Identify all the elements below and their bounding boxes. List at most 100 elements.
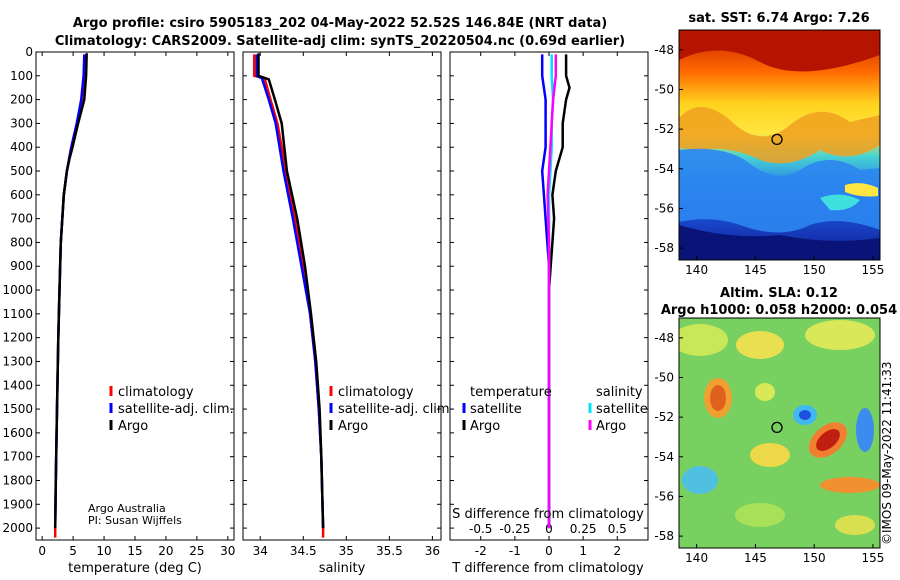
sla-blob bbox=[710, 385, 726, 411]
sst-field bbox=[679, 30, 880, 260]
y-tick-label: 1200 bbox=[2, 331, 33, 345]
sla-map-panel: Altim. SLA: 0.12 Argo h1000: 0.058 h2000… bbox=[654, 286, 897, 565]
legend-s-satellite-label: satellite bbox=[596, 402, 648, 417]
sla-blob bbox=[750, 443, 790, 467]
legend-climatology-label: climatology bbox=[118, 385, 194, 400]
y-tick-label: 700 bbox=[10, 212, 33, 226]
map-y-tick-label: -54 bbox=[654, 162, 674, 176]
sla-map-title-1: Altim. SLA: 0.12 bbox=[720, 286, 838, 301]
difference-panel: -2 -1 0 1 2 -0.5 -0.25 0 0.25 0.5 temperature sat… bbox=[449, 51, 649, 576]
y-tick-label: 500 bbox=[10, 164, 33, 178]
legend-temperature-title: temperature bbox=[470, 385, 552, 400]
sst-argo-location-marker bbox=[771, 133, 783, 146]
map-x-tick-label: 155 bbox=[861, 263, 884, 277]
x-tick-label: 1 bbox=[579, 544, 587, 558]
map-y-tick-label: -58 bbox=[654, 529, 674, 543]
x-tick-label: 5 bbox=[69, 544, 77, 558]
x-tick-label: 15 bbox=[127, 544, 142, 558]
y-tick-label: 1600 bbox=[2, 426, 33, 440]
map-y-tick-label: -52 bbox=[654, 410, 674, 424]
sla-blob bbox=[679, 324, 728, 356]
y-tick-label: 300 bbox=[10, 116, 33, 130]
y-tick-label: 900 bbox=[10, 259, 33, 273]
sla-blob bbox=[755, 383, 775, 401]
sla-blob bbox=[835, 515, 875, 535]
sst-warm-band bbox=[679, 30, 880, 72]
x-tick-label: 35 bbox=[339, 544, 354, 558]
s-tick-label: 0 bbox=[545, 522, 553, 536]
sla-field bbox=[679, 318, 880, 548]
y-tick-label: 1400 bbox=[2, 378, 33, 392]
y-tick-label: 1800 bbox=[2, 473, 33, 487]
sst-cold-band bbox=[679, 225, 880, 260]
x-tick-label: 30 bbox=[220, 544, 235, 558]
x-tick-label: 34 bbox=[253, 544, 268, 558]
sla-blob bbox=[820, 477, 880, 493]
series-line-s-argo bbox=[546, 54, 558, 529]
sla-blob bbox=[682, 466, 718, 494]
x-tick-label: 25 bbox=[189, 544, 204, 558]
s-tick-label: 0.5 bbox=[608, 522, 627, 536]
sst-map-panel: sat. SST: 6.74 Argo: 7.26 140 145 150 155 -4… bbox=[654, 11, 884, 277]
y-tick-label: 2000 bbox=[2, 521, 33, 535]
map-y-tick-label: -58 bbox=[654, 241, 674, 255]
difference-legend: temperature satellite Argo salinity sate… bbox=[462, 385, 648, 434]
sst-warm-eddy bbox=[845, 183, 878, 197]
map-x-tick-label: 145 bbox=[744, 263, 767, 277]
sla-argo-location-marker bbox=[771, 421, 783, 434]
salinity-xlabel: salinity bbox=[319, 561, 366, 576]
map-x-tick-label: 145 bbox=[744, 551, 767, 565]
y-tick-label: 1100 bbox=[2, 307, 33, 321]
imos-watermark: ©IMOS 09-May-2022 11:41:33 bbox=[880, 361, 894, 545]
map-y-tick-label: -50 bbox=[654, 370, 674, 384]
map-x-tick-label: 150 bbox=[803, 551, 826, 565]
x-tick-label: 10 bbox=[96, 544, 111, 558]
sla-blob bbox=[856, 408, 874, 452]
x-tick-label: 36 bbox=[425, 544, 440, 558]
map-y-tick-label: -56 bbox=[654, 201, 674, 215]
legend-argo-label: Argo bbox=[338, 419, 368, 434]
sla-blob bbox=[735, 503, 785, 527]
y-tick-label: 1900 bbox=[2, 497, 33, 511]
y-tick-label: 100 bbox=[10, 69, 33, 83]
title-line-2: Climatology: CARS2009. Satellite-adj cli… bbox=[55, 34, 625, 49]
temperature-axes-box bbox=[35, 51, 235, 541]
map-y-tick-label: -56 bbox=[654, 489, 674, 503]
y-tick-label: 600 bbox=[10, 188, 33, 202]
sla-map-title-2: Argo h1000: 0.058 h2000: 0.054 bbox=[661, 303, 897, 318]
map-y-tick-label: -48 bbox=[654, 43, 674, 57]
s-tick-label: -0.25 bbox=[499, 522, 530, 536]
sst-front-blue bbox=[679, 148, 880, 233]
map-y-tick-label: -52 bbox=[654, 122, 674, 136]
map-y-tick-label: -48 bbox=[654, 331, 674, 345]
y-tick-label: 1500 bbox=[2, 402, 33, 416]
x-tick-label: 0 bbox=[38, 544, 46, 558]
series-line-argo bbox=[53, 53, 88, 529]
legend-satellite-label: satellite-adj. clim. bbox=[338, 402, 454, 417]
temperature-legend: climatology satellite-adj. clim. Argo bbox=[109, 385, 234, 434]
sst-axes-box bbox=[678, 29, 881, 261]
map-x-tick-label: 140 bbox=[685, 263, 708, 277]
sla-blob bbox=[799, 410, 811, 420]
sla-blob bbox=[816, 429, 840, 451]
map-y-tick-label: -50 bbox=[654, 82, 674, 96]
sst-cold-eddy bbox=[820, 194, 860, 211]
salinity-panel: 34 34.5 35 35.5 36 climatology satellite-adj… bbox=[242, 51, 454, 576]
x-tick-label: 2 bbox=[613, 544, 621, 558]
credit-line-1: Argo Australia bbox=[88, 502, 166, 515]
y-tick-label: 200 bbox=[10, 93, 33, 107]
s-tick-label: 0.25 bbox=[570, 522, 597, 536]
x-tick-label: -2 bbox=[475, 544, 487, 558]
sla-blob bbox=[736, 331, 784, 359]
s-tick-label: -0.5 bbox=[469, 522, 492, 536]
s-difference-label: S difference from climatology bbox=[452, 507, 644, 522]
map-x-tick-label: 155 bbox=[861, 551, 884, 565]
salinity-legend: climatology satellite-adj. clim. Argo bbox=[329, 385, 454, 434]
series-line-argo bbox=[257, 53, 325, 529]
legend-t-argo-label: Argo bbox=[470, 419, 500, 434]
temperature-panel: 0100200300400500600700800900100011001200… bbox=[2, 45, 235, 576]
x-tick-label: 34.5 bbox=[290, 544, 317, 558]
map-x-tick-label: 150 bbox=[803, 263, 826, 277]
legend-climatology-label: climatology bbox=[338, 385, 414, 400]
legend-salinity-title: salinity bbox=[596, 385, 643, 400]
